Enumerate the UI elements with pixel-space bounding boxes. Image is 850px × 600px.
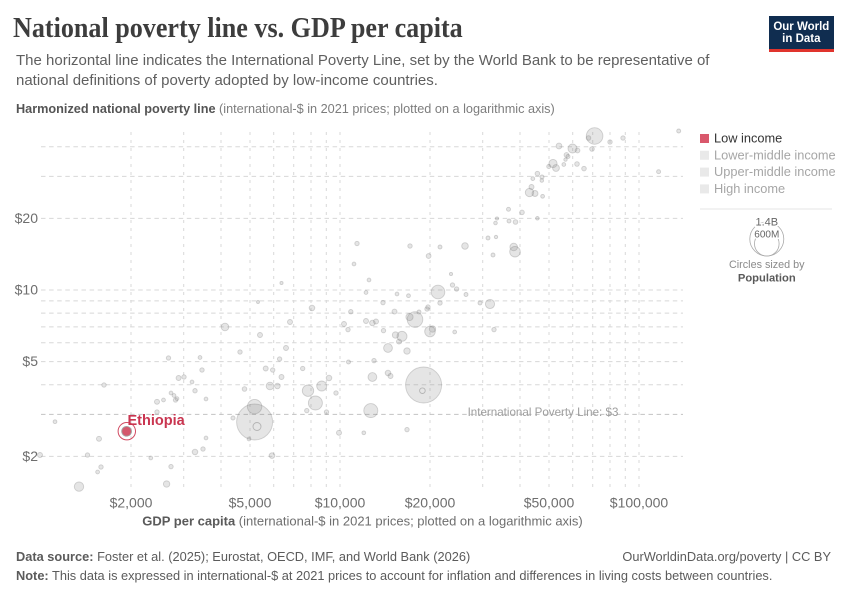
svg-text:$10: $10 [15, 282, 39, 298]
svg-text:GDP per capita (international-: GDP per capita (international-$ in 2021 … [142, 514, 583, 529]
svg-text:Population: Population [738, 273, 796, 285]
svg-text:Low income: Low income [714, 131, 782, 146]
svg-text:International Poverty Line: $3: International Poverty Line: $3 [468, 406, 619, 419]
svg-text:Circles sized by: Circles sized by [729, 259, 805, 271]
svg-text:Ethiopia: Ethiopia [128, 413, 186, 429]
svg-text:$20,000: $20,000 [405, 495, 456, 511]
svg-text:$5,000: $5,000 [229, 495, 272, 511]
svg-text:600M: 600M [754, 230, 779, 241]
svg-text:$2: $2 [22, 448, 38, 464]
svg-text:$5: $5 [22, 353, 38, 369]
svg-text:Lower-middle income: Lower-middle income [714, 147, 836, 162]
svg-text:1.4B: 1.4B [755, 217, 778, 229]
svg-text:$2,000: $2,000 [110, 495, 153, 511]
svg-text:$50,000: $50,000 [524, 495, 575, 511]
svg-text:$10,000: $10,000 [315, 495, 366, 511]
svg-text:$20: $20 [15, 210, 39, 226]
svg-text:$100,000: $100,000 [610, 495, 669, 511]
svg-text:Upper-middle income: Upper-middle income [714, 164, 836, 179]
svg-text:High income: High income [714, 181, 785, 196]
